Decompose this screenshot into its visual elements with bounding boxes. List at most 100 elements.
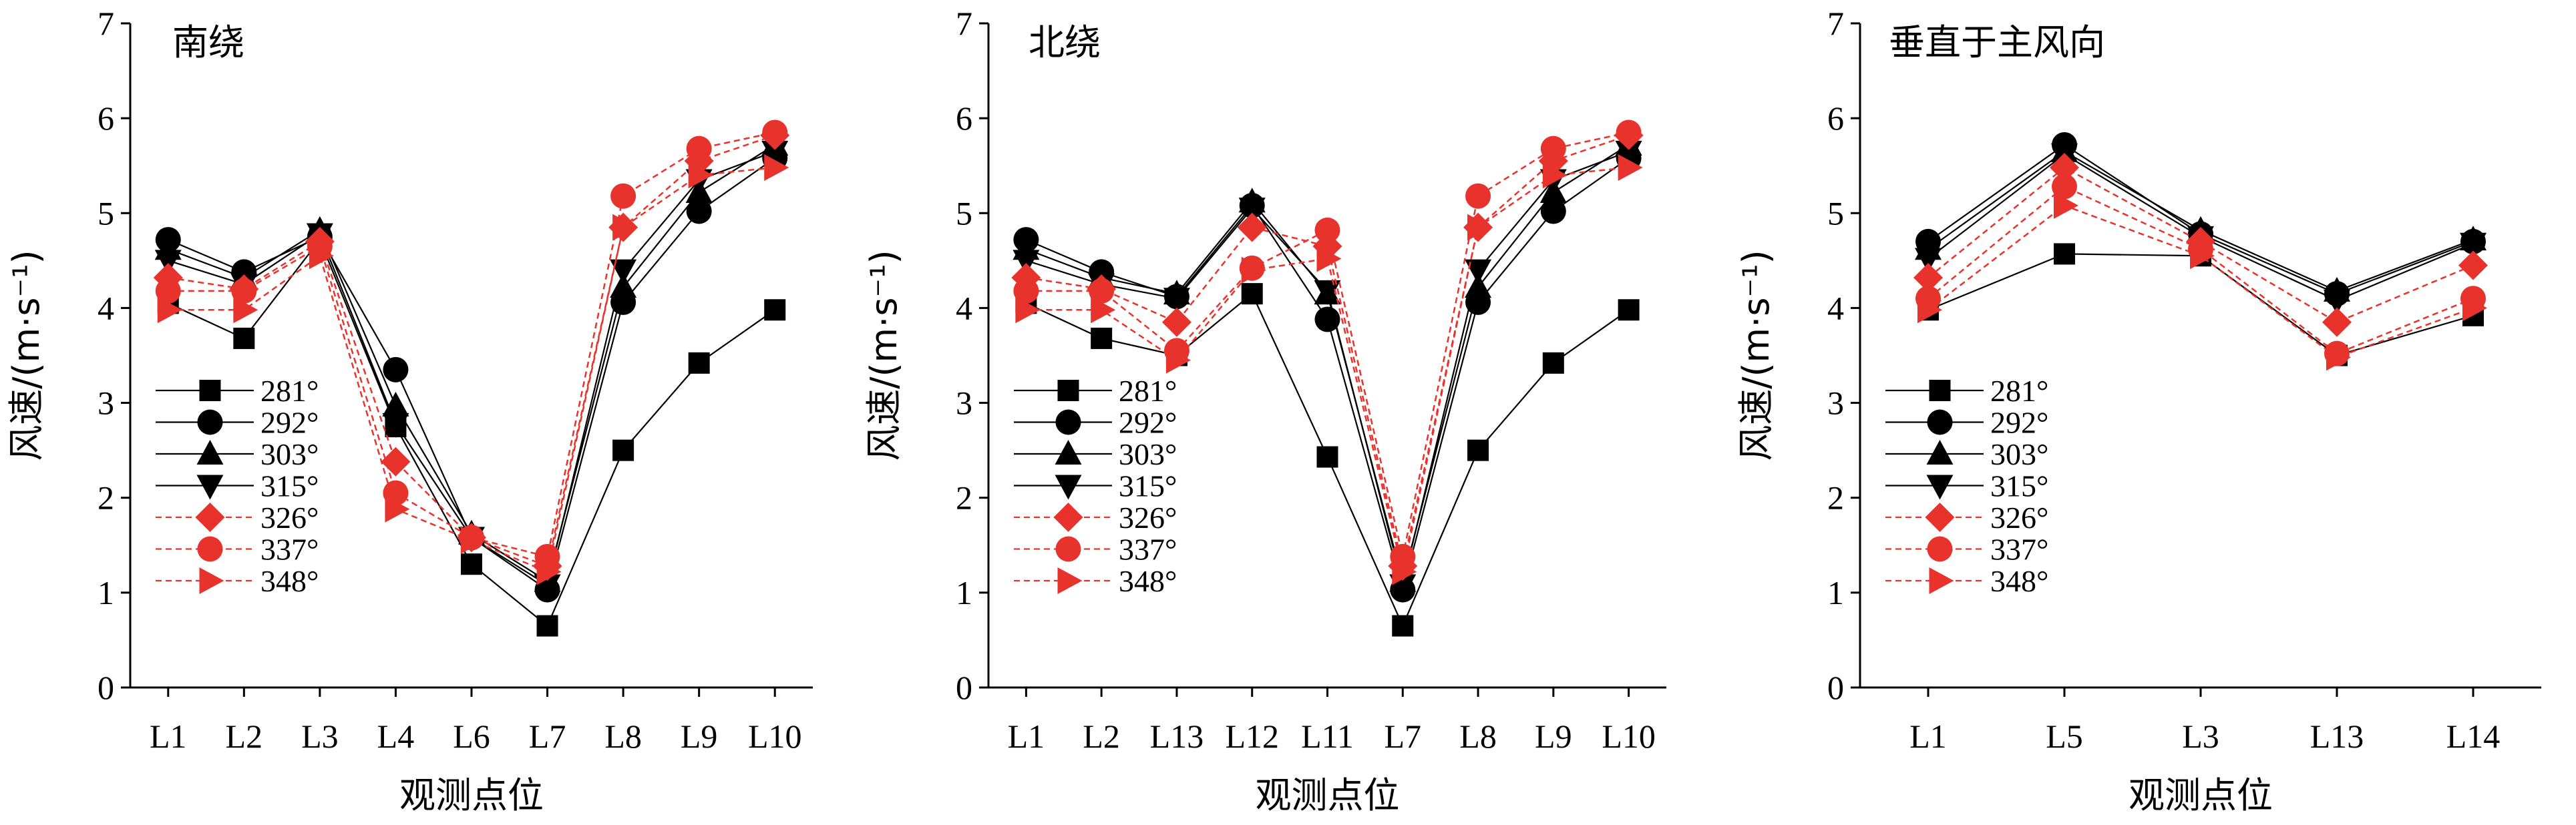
data-point [2190, 242, 2215, 270]
x-tick-label: L11 [1301, 718, 1354, 755]
x-tick-label: L8 [604, 718, 642, 755]
series-0 [1015, 283, 1640, 637]
series-line [1026, 150, 1630, 585]
legend-marker [197, 409, 223, 435]
legend-marker [197, 536, 223, 562]
y-tick-label: 0 [1827, 669, 1844, 706]
data-point [1314, 280, 1341, 305]
x-tick-label: L10 [1602, 718, 1656, 755]
data-point [764, 154, 789, 182]
data-point [688, 352, 710, 374]
data-point [233, 327, 255, 349]
series-6 [1917, 192, 2487, 371]
y-tick-label: 5 [98, 194, 114, 232]
data-point [536, 615, 558, 637]
series-6 [1015, 154, 1643, 585]
data-point [233, 296, 258, 324]
data-point [1241, 256, 1266, 284]
data-point [1165, 346, 1191, 374]
legend-label: 348° [1990, 564, 2048, 598]
x-axis-title: 观测点位 [1256, 774, 1400, 816]
y-tick-label: 4 [98, 289, 114, 326]
x-tick-label: L14 [2446, 718, 2501, 755]
x-tick-label: L7 [1385, 718, 1422, 755]
x-tick-label: L4 [377, 718, 415, 755]
data-point [1467, 214, 1493, 241]
data-point [1615, 140, 1642, 166]
legend-marker [1055, 475, 1082, 500]
data-point [1163, 288, 1190, 313]
legend-label: 303° [260, 437, 319, 471]
legend-label: 281° [260, 374, 319, 408]
y-tick-label: 6 [98, 99, 114, 137]
series-line [1025, 144, 1630, 585]
data-point [1915, 248, 1942, 273]
legend-label: 281° [1990, 374, 2048, 408]
legend-marker [199, 567, 224, 594]
y-tick-label: 7 [98, 5, 114, 42]
data-point [2052, 174, 2077, 200]
legend-label: 315° [1990, 469, 2048, 503]
legend-marker [1057, 380, 1079, 401]
legend-marker [199, 380, 221, 401]
data-point [1091, 296, 1116, 324]
data-point [231, 278, 257, 304]
legend-label: 326° [260, 501, 319, 535]
legend-marker [1055, 409, 1081, 435]
data-point [1467, 439, 1489, 461]
data-point [461, 527, 486, 554]
legend-label: 337° [1990, 533, 2048, 567]
x-axis-title: 观测点位 [399, 774, 544, 816]
data-point [155, 278, 181, 304]
data-point [381, 447, 411, 477]
data-point [2324, 290, 2350, 315]
data-point [385, 495, 410, 523]
data-point [1241, 283, 1263, 305]
x-axis-title: 观测点位 [2129, 774, 2273, 816]
legend-label: 315° [1119, 469, 1177, 503]
series-line [1026, 166, 1629, 572]
x-tick-label: L7 [529, 718, 566, 755]
data-point [1542, 162, 1568, 189]
series-6 [157, 154, 789, 585]
data-point [1465, 259, 1492, 284]
legend-marker [1927, 409, 1953, 435]
panel-title: 垂直于主风向 [1889, 21, 2105, 63]
y-tick-label: 3 [1827, 384, 1844, 422]
y-tick-label: 6 [956, 99, 972, 137]
data-point [309, 242, 334, 270]
legend-label: 337° [1119, 533, 1177, 567]
data-point [383, 356, 409, 382]
data-point [1392, 558, 1417, 585]
data-point [1013, 250, 1040, 275]
legend-label: 315° [260, 469, 319, 503]
y-tick-label: 1 [956, 574, 972, 611]
x-tick-label: L12 [1225, 718, 1279, 755]
data-point [157, 296, 182, 324]
data-point [1161, 307, 1191, 337]
data-point [1540, 135, 1566, 162]
y-tick-label: 7 [1827, 5, 1844, 42]
legend-marker [196, 440, 224, 465]
legend-marker [195, 503, 225, 532]
data-point [1314, 217, 1340, 243]
data-point [2326, 344, 2351, 371]
data-point [610, 183, 636, 209]
series-line [1026, 131, 1629, 557]
x-tick-label: L8 [1459, 718, 1497, 755]
series-line [168, 131, 775, 558]
legend-label: 348° [1119, 564, 1177, 598]
data-point [1618, 299, 1640, 321]
y-tick-label: 3 [956, 384, 972, 422]
legend-marker [196, 475, 224, 500]
legend-marker [1926, 475, 1954, 500]
data-point [1089, 278, 1115, 304]
x-tick-label: L1 [1909, 718, 1947, 755]
data-point [2458, 250, 2488, 280]
legend-marker [1929, 567, 1954, 594]
x-tick-label: L10 [748, 718, 802, 755]
legend-marker [1929, 380, 1951, 401]
legend-marker [1927, 536, 1953, 562]
y-tick-label: 5 [1827, 194, 1844, 232]
legend-label: 303° [1119, 437, 1177, 471]
